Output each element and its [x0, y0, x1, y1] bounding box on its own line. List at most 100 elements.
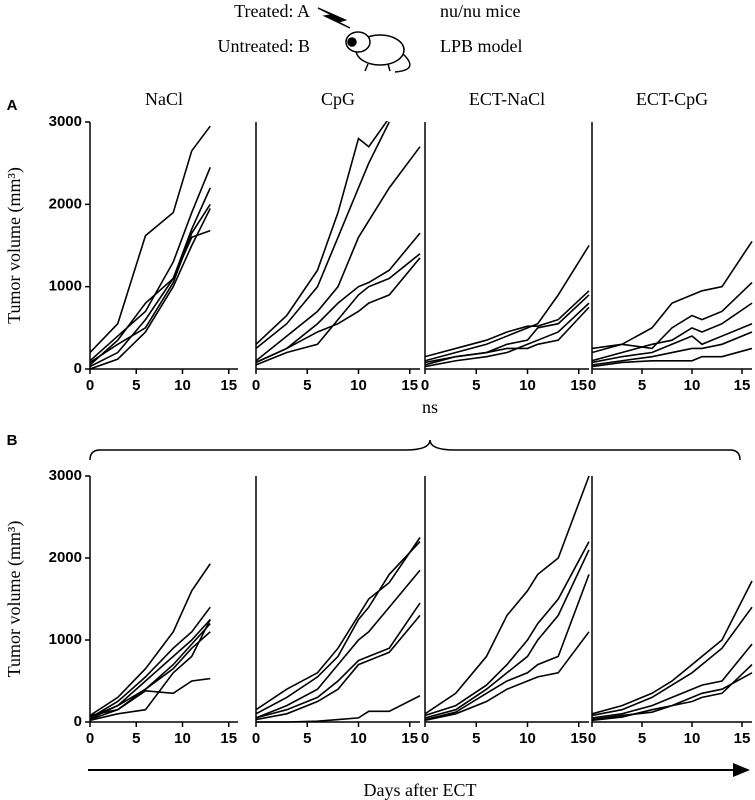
y-tick-label: 2000: [49, 195, 82, 212]
x-tick-label: 15: [220, 730, 237, 747]
strain-label: nu/nu mice: [440, 1, 520, 21]
x-tick-label: 5: [303, 377, 311, 394]
tumor-growth-line: [256, 253, 421, 366]
series-group: [425, 245, 590, 368]
tumor-growth-line: [90, 166, 211, 362]
y-axis-label: Tumor volume (mm³): [4, 167, 25, 324]
x-tick-label: 5: [303, 730, 311, 747]
series-group: [256, 537, 421, 723]
tumor-growth-line: [592, 347, 753, 368]
tumor-growth-line: [592, 281, 753, 350]
tumor-growth-line: [592, 322, 753, 364]
x-tick-label: 5: [472, 730, 480, 747]
x-tick-label: 0: [252, 730, 260, 747]
tumor-growth-line: [425, 475, 590, 715]
tumor-growth-line: [256, 232, 421, 364]
time-arrow-head: [733, 763, 750, 777]
y-tick-label: 1000: [49, 631, 82, 648]
x-tick-label: 0: [588, 377, 596, 394]
untreated-label: Untreated: B: [218, 36, 310, 56]
y-tick-label: 1000: [49, 278, 82, 295]
ns-label: ns: [422, 397, 438, 417]
tumor-growth-line: [592, 664, 753, 721]
tumor-growth-line: [90, 606, 211, 719]
x-axis-label: Days after ECT: [364, 780, 477, 800]
tumor-growth-line: [90, 619, 211, 722]
x-tick-label: 15: [570, 730, 587, 747]
x-tick-label: 15: [401, 730, 418, 747]
tumor-growth-line: [90, 229, 211, 368]
tumor-growth-line: [256, 537, 421, 711]
y-tick-label: 0: [74, 713, 82, 730]
tumor-growth-line: [425, 549, 590, 719]
series-group: [256, 121, 421, 366]
model-label: LPB model: [440, 36, 523, 56]
panel-title: ECT-NaCl: [469, 89, 545, 109]
panel-label: A: [7, 97, 18, 114]
x-tick-label: 5: [638, 730, 646, 747]
tumor-growth-line: [256, 257, 421, 364]
tumor-growth-line: [425, 245, 590, 362]
x-tick-label: 0: [86, 730, 94, 747]
y-tick-label: 3000: [49, 113, 82, 130]
tumor-growth-line: [256, 121, 389, 345]
tumor-growth-line: [90, 125, 211, 354]
tumor-growth-line: [592, 580, 753, 715]
x-tick-label: 5: [472, 377, 480, 394]
x-tick-label: 15: [401, 377, 418, 394]
x-tick-label: 15: [734, 730, 751, 747]
y-tick-label: 0: [74, 360, 82, 377]
x-tick-label: 15: [220, 377, 237, 394]
tumor-growth-line: [592, 302, 753, 362]
series-group: [90, 563, 211, 722]
tumor-growth-line: [90, 187, 211, 366]
y-tick-label: 2000: [49, 549, 82, 566]
tumor-growth-line: [256, 541, 421, 715]
series-group: [425, 475, 590, 722]
tumor-growth-line: [256, 146, 421, 362]
x-tick-label: 15: [570, 377, 587, 394]
tumor-growth-line: [425, 541, 590, 717]
ns-brace: [89, 439, 741, 461]
x-tick-label: 0: [252, 377, 260, 394]
panel-title: NaCl: [145, 89, 183, 109]
tumor-growth-line: [425, 306, 590, 364]
y-axis-label: Tumor volume (mm³): [4, 521, 25, 678]
x-tick-label: 0: [588, 730, 596, 747]
x-tick-label: 10: [174, 377, 191, 394]
panel-label: B: [7, 432, 18, 449]
tumor-growth-line: [256, 614, 421, 721]
panel-title: ECT-CpG: [636, 89, 708, 109]
tumor-growth-line: [592, 672, 753, 722]
tumor-growth-line: [425, 574, 590, 721]
tumor-growth-line: [592, 606, 753, 717]
x-tick-label: 10: [684, 377, 701, 394]
x-tick-label: 0: [86, 377, 94, 394]
tumor-growth-line: [256, 602, 421, 719]
tumor-growth-line: [425, 290, 590, 358]
x-tick-label: 5: [132, 730, 140, 747]
tumor-growth-line: [256, 695, 421, 723]
x-tick-label: 0: [421, 730, 429, 747]
mouse-icon: [317, 7, 411, 73]
tumor-growth-line: [592, 643, 753, 719]
x-tick-label: 10: [684, 730, 701, 747]
x-tick-label: 10: [350, 377, 367, 394]
x-tick-label: 10: [519, 377, 536, 394]
tumor-growth-line: [425, 631, 590, 722]
series-group: [90, 125, 211, 370]
x-tick-label: 10: [174, 730, 191, 747]
tumor-growth-line: [90, 203, 211, 364]
x-tick-label: 5: [132, 377, 140, 394]
tumor-growth-line: [90, 208, 211, 370]
tumor-growth-line: [90, 631, 211, 718]
tumor-growth-line: [592, 331, 753, 366]
tumor-growth-line: [90, 563, 211, 717]
treated-label: Treated: A: [234, 1, 310, 21]
x-tick-label: 10: [350, 730, 367, 747]
panel-title: CpG: [321, 89, 355, 109]
tumor-growth-line: [256, 121, 390, 350]
series-group: [592, 580, 753, 722]
x-tick-label: 5: [638, 377, 646, 394]
